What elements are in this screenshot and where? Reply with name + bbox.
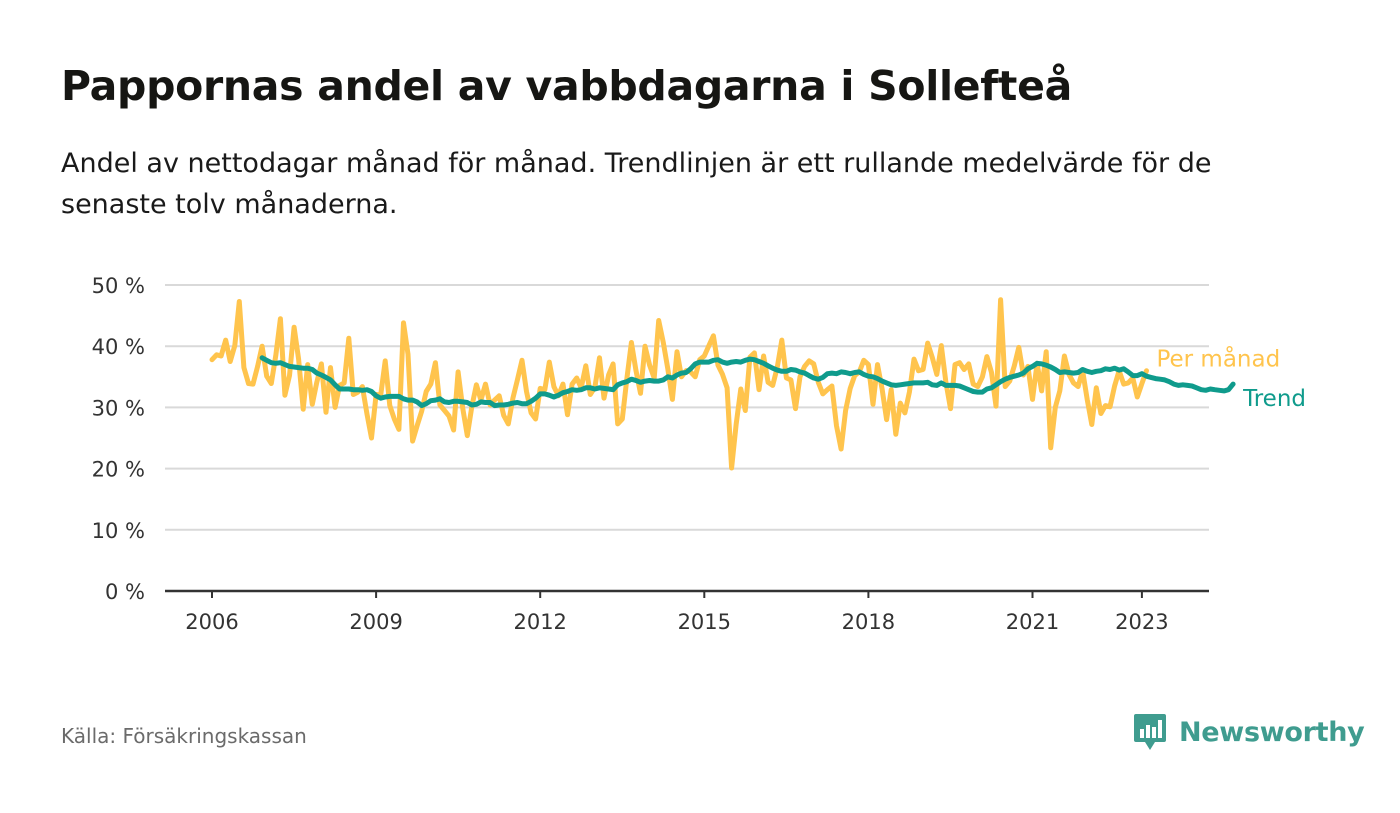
series-line-trend	[259, 355, 1236, 409]
y-tick-label: 30 %	[92, 396, 145, 420]
page-subtitle: Andel av nettodagar månad för månad. Tre…	[61, 148, 1212, 220]
x-tick-label: 2015	[678, 610, 731, 634]
page-title: Pappornas andel av vabbdagarna i Solleft…	[61, 62, 1072, 110]
x-tick-label: 2009	[349, 610, 402, 634]
x-tick-label: 2012	[513, 610, 566, 634]
x-tick-label: 2023	[1115, 610, 1168, 634]
y-tick-label: 50 %	[92, 274, 145, 298]
y-tick-label: 0 %	[105, 580, 145, 604]
series-label: Trend	[1242, 386, 1306, 412]
x-tick-label: 2021	[1006, 610, 1059, 634]
x-tick-label: 2006	[185, 610, 238, 634]
grid-lines	[165, 284, 1209, 593]
series-line-per-manad	[209, 297, 1149, 471]
series-label: Per månad	[1156, 345, 1280, 373]
source-note: Källa: Försäkringskassan	[61, 724, 307, 748]
y-tick-label: 10 %	[92, 519, 145, 543]
series-labels: Trend Per månad	[1156, 345, 1306, 412]
y-axis-tick-labels: 0 % 10 % 20 % 30 % 40 % 50 %	[92, 274, 145, 604]
bar-chart-speech-bubble-icon	[1134, 714, 1166, 750]
x-tick-label: 2018	[842, 610, 895, 634]
y-tick-label: 20 %	[92, 458, 145, 482]
chart-series	[209, 297, 1236, 471]
brand-name: Newsworthy	[1179, 716, 1365, 748]
brand-logo: Newsworthy	[1133, 712, 1365, 752]
y-tick-label: 40 %	[92, 335, 145, 359]
x-axis-tick-labels: 2006 2009 2012 2015 2018 2021 2023	[185, 591, 1169, 634]
